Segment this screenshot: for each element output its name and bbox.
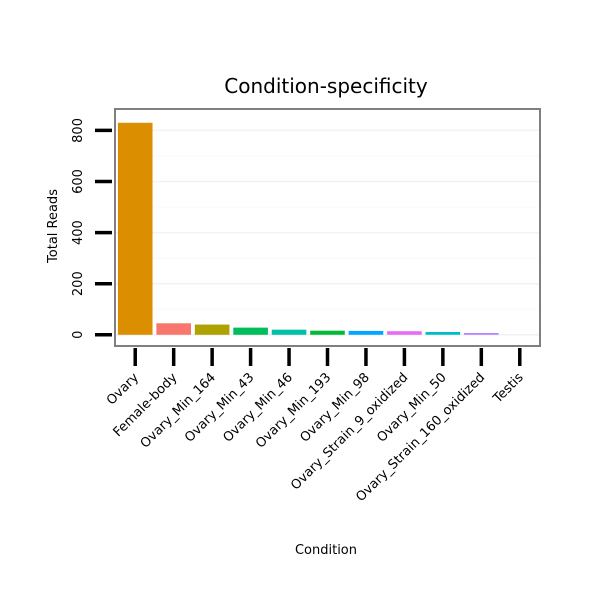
chart-title: Condition-specificity <box>224 74 428 98</box>
bar <box>348 330 384 335</box>
y-tick-label: 200 <box>71 271 86 296</box>
y-axis-title: Total Reads <box>46 189 61 264</box>
y-tick-label: 0 <box>71 331 86 339</box>
bar <box>117 122 153 335</box>
x-axis: OvaryFemale-bodyOvary_Min_164Ovary_Min_4… <box>104 348 527 505</box>
x-axis-title: Condition <box>295 543 357 558</box>
x-tick-label: Ovary_Min_43 <box>182 370 257 445</box>
bar <box>387 331 422 335</box>
y-tick-label: 600 <box>71 169 86 194</box>
bar <box>194 324 230 335</box>
y-axis: 0 200 400 600 800 <box>71 118 112 339</box>
bar <box>464 332 499 335</box>
plot-panel-border <box>114 108 541 347</box>
x-tick-label: Ovary_Min_50 <box>374 370 449 445</box>
grid-lines <box>116 129 539 336</box>
bar <box>233 327 268 335</box>
bar <box>310 330 345 335</box>
x-tick-label: Ovary_Min_46 <box>221 370 296 445</box>
bar <box>271 329 307 335</box>
x-tick-label: Testis <box>490 370 527 407</box>
x-tick-label: Ovary_Min_98 <box>297 370 372 445</box>
bars <box>117 122 499 335</box>
y-tick-label: 400 <box>71 220 86 245</box>
bar <box>156 323 191 335</box>
y-tick-label: 800 <box>71 118 86 143</box>
bar <box>425 331 461 335</box>
